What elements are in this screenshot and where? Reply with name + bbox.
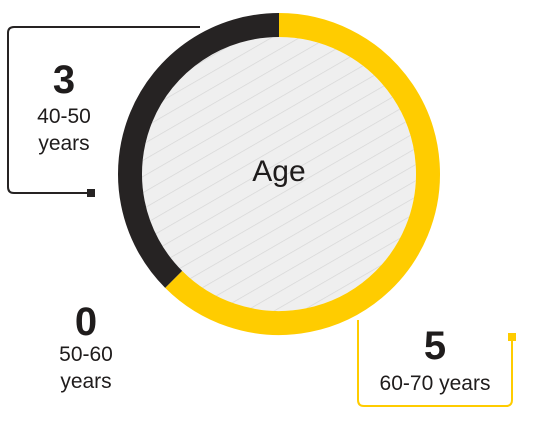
label-50-60-line1: 50-60 <box>59 343 113 366</box>
center-label: Age <box>252 155 306 188</box>
label-60-70: 60-70 years <box>379 372 491 395</box>
donut-group <box>118 13 440 335</box>
callout-frame-60-70 <box>357 320 513 407</box>
donut-slice-40-50-years <box>118 13 280 288</box>
value-60-70: 5 <box>423 324 447 368</box>
callout-marker-60-70 <box>508 333 516 341</box>
donut-center-fill <box>142 37 416 311</box>
value-40-50: 3 <box>52 58 76 102</box>
value-50-60: 0 <box>74 300 98 344</box>
callout-marker-40-50 <box>87 189 95 197</box>
donut-slice-60-70-years <box>165 13 440 335</box>
label-50-60-line2: years <box>60 370 112 393</box>
callout-frame-40-50 <box>7 26 200 194</box>
label-40-50-line2: years <box>38 132 90 155</box>
label-40-50-line1: 40-50 <box>37 105 91 128</box>
